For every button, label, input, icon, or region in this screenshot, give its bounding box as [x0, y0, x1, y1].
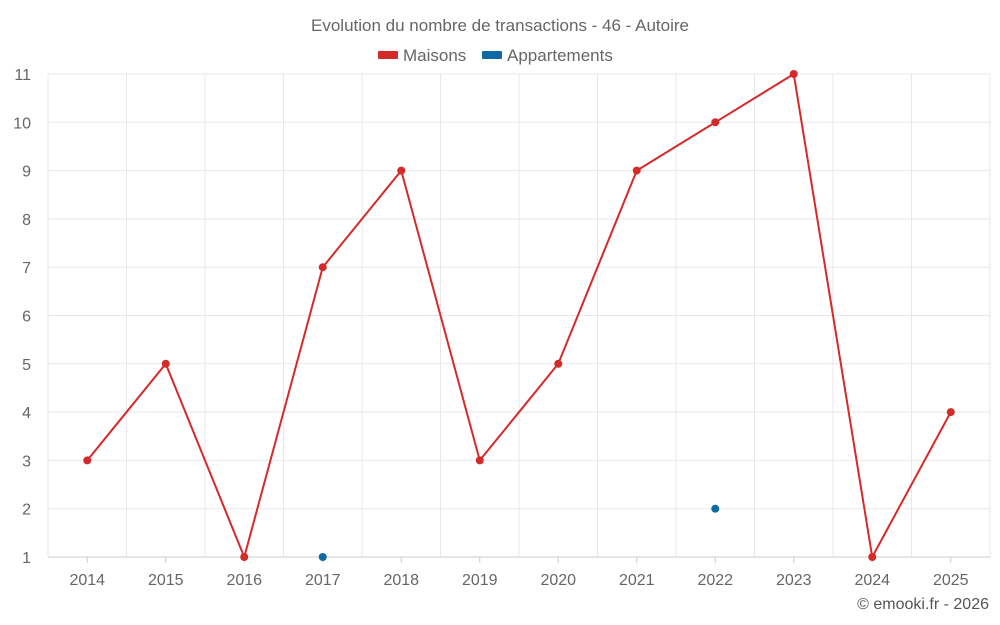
x-tick-label: 2020 [540, 572, 576, 589]
y-tick-label: 6 [22, 309, 31, 326]
y-tick-label: 10 [13, 115, 31, 132]
data-point-appartements[interactable] [711, 504, 720, 513]
y-axis: 1 2 3 4 5 6 7 8 9 10 11 [13, 67, 31, 567]
data-point-maisons[interactable] [632, 166, 641, 175]
x-tick-label: 2017 [305, 572, 341, 589]
y-tick-label: 7 [22, 260, 31, 277]
data-point-maisons[interactable] [554, 359, 563, 368]
chart-legend: Maisons Appartements [378, 46, 613, 65]
data-point-maisons[interactable] [475, 456, 484, 465]
data-point-maisons[interactable] [397, 166, 406, 175]
x-tick-label: 2016 [226, 572, 262, 589]
legend-swatch-appartements [482, 51, 502, 59]
series-layer [83, 70, 955, 561]
data-point-maisons[interactable] [83, 456, 92, 465]
x-tick-label: 2018 [383, 572, 419, 589]
series-line-maisons [86, 73, 952, 558]
data-point-appartements[interactable] [318, 553, 327, 561]
data-point-maisons[interactable] [240, 553, 249, 561]
data-point-maisons[interactable] [318, 263, 327, 272]
y-tick-label: 8 [22, 212, 31, 229]
chart-grid [47, 73, 991, 558]
y-tick-label: 11 [14, 67, 31, 84]
credit-text: © emooki.fr - 2026 [857, 596, 989, 613]
y-tick-label: 4 [22, 405, 31, 422]
x-tick-label: 2022 [697, 572, 733, 589]
data-point-maisons[interactable] [711, 118, 720, 127]
y-tick-label: 2 [22, 502, 31, 519]
y-tick-label: 1 [22, 550, 31, 567]
x-tick-label: 2014 [69, 572, 105, 589]
x-tick-label: 2025 [933, 572, 969, 589]
legend-label-appartements[interactable]: Appartements [507, 46, 613, 65]
data-point-maisons[interactable] [789, 70, 798, 78]
data-point-maisons[interactable] [161, 359, 170, 368]
y-tick-label: 5 [22, 357, 31, 374]
x-tick-label: 2023 [776, 572, 812, 589]
x-tick-label: 2015 [148, 572, 184, 589]
legend-label-maisons[interactable]: Maisons [403, 46, 466, 65]
x-tick-label: 2019 [462, 572, 498, 589]
y-tick-label: 9 [22, 164, 31, 181]
chart-title: Evolution du nombre de transactions - 46… [311, 16, 689, 35]
data-point-maisons[interactable] [868, 553, 877, 561]
legend-swatch-maisons [378, 51, 398, 59]
x-axis: 2014 2015 2016 2017 2018 2019 2020 2021 2022 2023… [48, 556, 990, 589]
x-tick-label: 2021 [619, 572, 655, 589]
data-point-maisons[interactable] [946, 408, 955, 417]
y-tick-label: 3 [22, 453, 31, 470]
x-tick-label: 2024 [854, 572, 890, 589]
